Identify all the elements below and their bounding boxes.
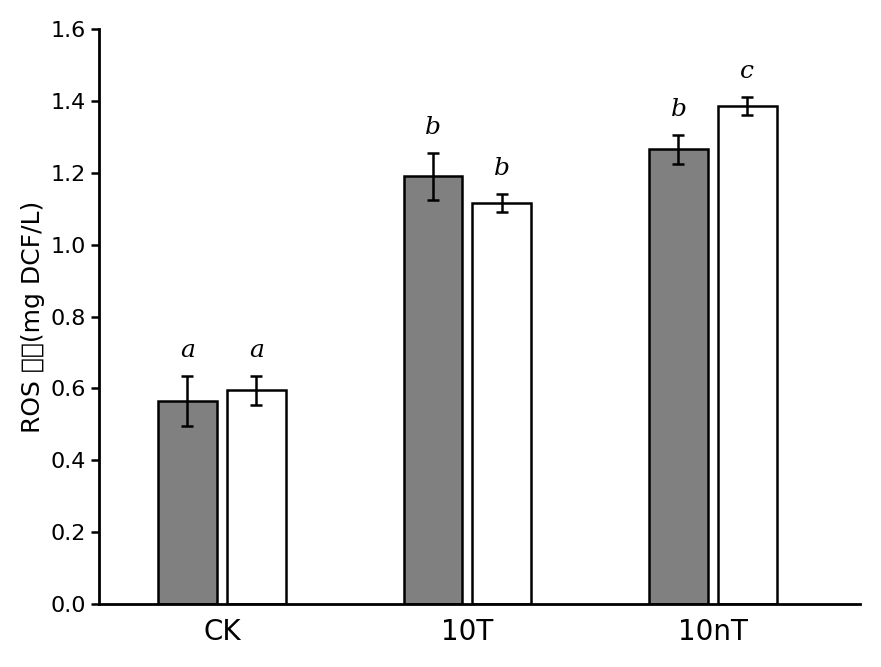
Bar bbox=[472, 203, 531, 604]
Text: b: b bbox=[670, 97, 686, 121]
Text: a: a bbox=[248, 339, 263, 362]
Bar bbox=[226, 390, 285, 604]
Bar bbox=[403, 176, 463, 604]
Text: c: c bbox=[740, 60, 754, 83]
Bar bbox=[718, 106, 777, 604]
Text: b: b bbox=[425, 115, 441, 139]
Text: b: b bbox=[493, 157, 510, 180]
Y-axis label: ROS 含量(mg DCF/L): ROS 含量(mg DCF/L) bbox=[21, 200, 45, 433]
Text: a: a bbox=[180, 339, 195, 362]
Bar bbox=[649, 149, 708, 604]
Bar bbox=[158, 401, 217, 604]
